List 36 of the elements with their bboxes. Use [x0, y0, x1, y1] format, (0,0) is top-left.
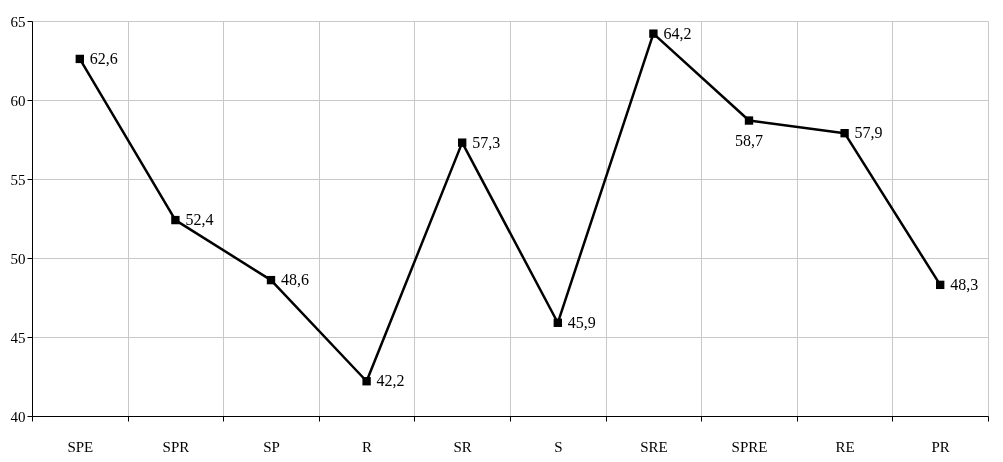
x-tick-label: PR	[931, 438, 950, 455]
data-label: 57,3	[472, 133, 501, 151]
data-label: 45,9	[567, 313, 596, 331]
y-tick-label: 50	[10, 250, 26, 267]
point	[171, 215, 180, 225]
x-tick-label: SPR	[162, 438, 190, 455]
data-label: 64,2	[663, 24, 692, 42]
x-tick-label: SR	[453, 438, 472, 455]
x-tick-label: S	[554, 438, 563, 455]
point	[649, 29, 658, 38]
point	[553, 318, 562, 327]
x-tick-label: SPE	[67, 438, 94, 455]
point	[458, 138, 467, 147]
x-tick-label: SRE	[640, 438, 668, 455]
x-tick-label: RE	[835, 438, 855, 455]
y-tick-label: 60	[10, 92, 26, 109]
data-label: 48,6	[281, 271, 309, 289]
point	[744, 116, 754, 125]
data-label: 48,3	[950, 275, 979, 293]
y-tick-label: 40	[10, 408, 26, 425]
data-label: 62,6	[89, 49, 118, 67]
x-tick-label: R	[362, 438, 373, 455]
y-tick-label: 45	[10, 329, 26, 346]
point	[75, 54, 84, 64]
point	[840, 129, 849, 138]
point	[362, 377, 371, 386]
point	[936, 280, 945, 290]
data-label: 52,4	[185, 211, 214, 229]
x-tick-label: SPRE	[731, 438, 768, 455]
data-label: 58,7	[735, 131, 763, 149]
data-label: 42,2	[376, 372, 405, 390]
point	[266, 275, 276, 285]
y-tick-label: 65	[10, 13, 26, 30]
data-label: 57,9	[854, 124, 883, 142]
x-tick-label: SP	[263, 438, 280, 455]
y-tick-label: 55	[10, 171, 26, 188]
